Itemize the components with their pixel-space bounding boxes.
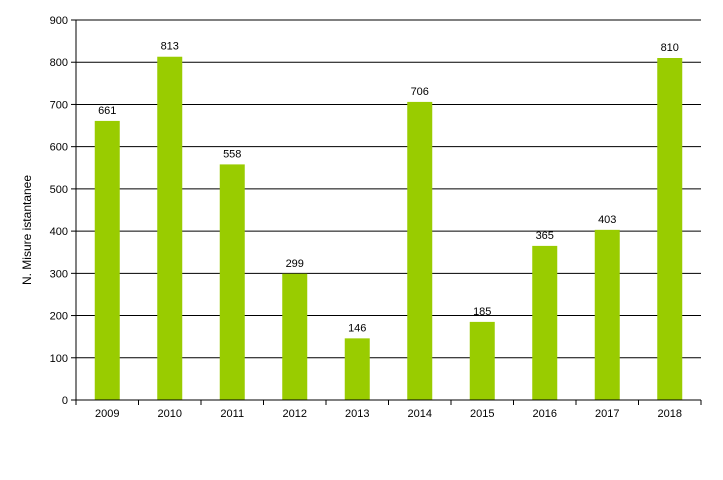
y-tick-label: 500 bbox=[50, 184, 68, 196]
x-tick-label: 2015 bbox=[470, 408, 494, 420]
x-tick-label: 2013 bbox=[345, 408, 369, 420]
bar-2015 bbox=[469, 321, 495, 400]
x-tick-label: 2016 bbox=[533, 408, 557, 420]
bar-2018 bbox=[657, 58, 683, 400]
bar-2009 bbox=[94, 120, 120, 401]
bar-2014 bbox=[407, 101, 433, 401]
bar-2010 bbox=[157, 56, 183, 400]
y-tick-label: 400 bbox=[50, 226, 68, 238]
bar-2012 bbox=[282, 273, 308, 400]
x-tick-label: 2010 bbox=[158, 408, 182, 420]
x-tick-label: 2011 bbox=[220, 408, 244, 420]
data-label-2017: 403 bbox=[598, 214, 616, 226]
data-label-2012: 299 bbox=[286, 258, 304, 270]
y-tick-label: 900 bbox=[50, 15, 68, 27]
x-tick-label: 2012 bbox=[283, 408, 307, 420]
x-tick-label: 2014 bbox=[408, 408, 432, 420]
axes bbox=[71, 19, 702, 405]
bars bbox=[94, 56, 683, 401]
data-label-2011: 558 bbox=[223, 148, 241, 160]
x-tick-label: 2009 bbox=[95, 408, 119, 420]
y-tick-label: 600 bbox=[50, 142, 68, 154]
data-label-2009: 661 bbox=[98, 105, 116, 117]
data-label-2013: 146 bbox=[348, 322, 366, 334]
data-label-2010: 813 bbox=[161, 41, 179, 53]
y-tick-label: 700 bbox=[50, 99, 68, 111]
bar-2011 bbox=[219, 164, 245, 400]
data-label-2014: 706 bbox=[411, 86, 429, 98]
y-tick-label: 300 bbox=[50, 268, 68, 280]
bar-2017 bbox=[594, 229, 620, 400]
data-label-2015: 185 bbox=[473, 306, 491, 318]
y-tick-label: 200 bbox=[50, 311, 68, 323]
labels: 0 100 200 300 400 500 600 700 800 900 661 2009 813 20… bbox=[50, 15, 682, 420]
x-tick-label: 2017 bbox=[595, 408, 619, 420]
bar-2013 bbox=[344, 338, 370, 400]
x-tick-label: 2018 bbox=[658, 408, 682, 420]
bar-2016 bbox=[532, 245, 558, 400]
y-tick-label: 0 bbox=[62, 395, 68, 407]
y-tick-label: 800 bbox=[50, 57, 68, 69]
data-label-2018: 810 bbox=[661, 42, 679, 54]
y-axis-title: N. Misure istantanee bbox=[20, 175, 34, 285]
y-tick-label: 100 bbox=[50, 353, 68, 365]
data-label-2016: 365 bbox=[536, 230, 554, 242]
